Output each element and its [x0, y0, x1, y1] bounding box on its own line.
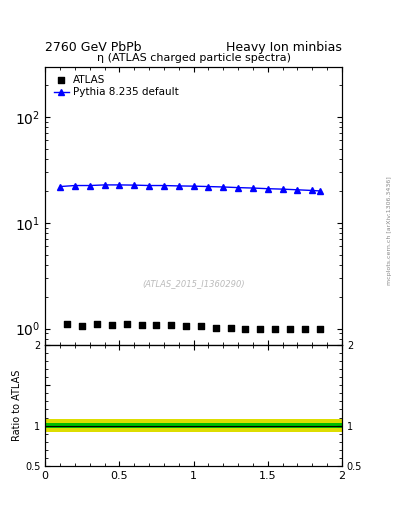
ATLAS: [198, 322, 204, 330]
Pythia 8.235 default: [162, 182, 166, 188]
Pythia 8.235 default: [206, 183, 211, 189]
ATLAS: [153, 321, 160, 329]
ATLAS: [287, 325, 293, 333]
ATLAS: [213, 324, 219, 332]
ATLAS: [94, 320, 100, 328]
Text: mcplots.cern.ch [arXiv:1306.3436]: mcplots.cern.ch [arXiv:1306.3436]: [387, 176, 392, 285]
Text: (ATLAS_2015_I1360290): (ATLAS_2015_I1360290): [142, 279, 245, 288]
ATLAS: [64, 320, 71, 328]
Line: Pythia 8.235 default: Pythia 8.235 default: [57, 182, 322, 194]
Legend: ATLAS, Pythia 8.235 default: ATLAS, Pythia 8.235 default: [50, 72, 182, 101]
Pythia 8.235 default: [251, 185, 255, 191]
ATLAS: [168, 321, 174, 329]
Pythia 8.235 default: [280, 186, 285, 192]
ATLAS: [272, 325, 278, 333]
ATLAS: [109, 322, 115, 330]
Title: η (ATLAS charged particle spectra): η (ATLAS charged particle spectra): [97, 53, 290, 63]
Text: Heavy Ion minbias: Heavy Ion minbias: [226, 41, 342, 54]
Pythia 8.235 default: [221, 184, 226, 190]
Pythia 8.235 default: [310, 187, 315, 194]
Pythia 8.235 default: [147, 182, 151, 188]
ATLAS: [79, 322, 85, 330]
Pythia 8.235 default: [87, 182, 92, 188]
Pythia 8.235 default: [265, 186, 270, 192]
ATLAS: [138, 321, 145, 329]
Pythia 8.235 default: [176, 183, 181, 189]
Pythia 8.235 default: [317, 188, 322, 194]
Pythia 8.235 default: [73, 182, 77, 188]
Pythia 8.235 default: [191, 183, 196, 189]
ATLAS: [242, 325, 249, 333]
ATLAS: [183, 322, 189, 330]
ATLAS: [316, 325, 323, 333]
Pythia 8.235 default: [132, 182, 137, 188]
Y-axis label: Ratio to ATLAS: Ratio to ATLAS: [12, 370, 22, 441]
Pythia 8.235 default: [295, 187, 300, 193]
Pythia 8.235 default: [236, 184, 241, 190]
ATLAS: [257, 325, 263, 333]
ATLAS: [228, 324, 234, 332]
Pythia 8.235 default: [58, 183, 62, 189]
Pythia 8.235 default: [102, 182, 107, 188]
ATLAS: [124, 320, 130, 328]
Pythia 8.235 default: [117, 182, 122, 188]
Text: 2760 GeV PbPb: 2760 GeV PbPb: [45, 41, 142, 54]
ATLAS: [302, 325, 308, 333]
